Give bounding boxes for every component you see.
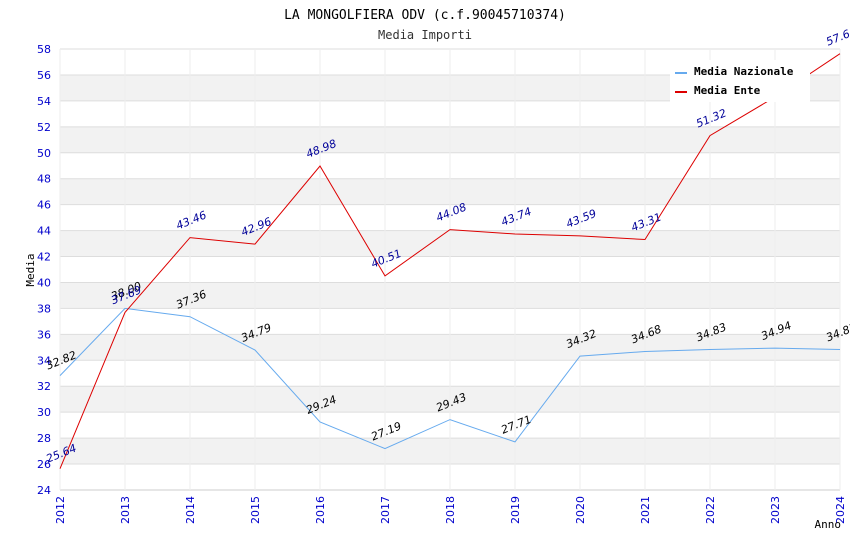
y-tick-label: 44 (37, 225, 51, 238)
data-label: 34.83 (824, 320, 850, 344)
y-tick-label: 32 (37, 380, 51, 393)
y-tick-label: 40 (37, 276, 51, 289)
x-tick-label: 2021 (639, 496, 652, 524)
data-label: 43.46 (174, 209, 208, 233)
y-tick-label: 36 (37, 328, 51, 341)
x-tick-label: 2012 (54, 496, 67, 524)
y-tick-label: 28 (37, 432, 51, 445)
y-tick-label: 38 (37, 302, 51, 315)
y-tick-label: 34 (37, 354, 51, 367)
y-tick-label: 50 (37, 147, 51, 160)
y-tick-label: 30 (37, 406, 51, 419)
x-tick-label: 2020 (574, 496, 587, 524)
x-tick-label: 2018 (444, 496, 457, 524)
x-tick-label: 2016 (314, 496, 327, 524)
y-axis-label: Media (24, 253, 37, 286)
x-tick-label: 2015 (249, 496, 262, 524)
x-tick-label: 2014 (184, 496, 197, 524)
data-label: 27.71 (499, 413, 533, 437)
series-line-0 (59, 307, 841, 450)
x-tick-label: 2024 (834, 496, 847, 524)
x-axis-label: Anno (815, 518, 842, 531)
chart-subtitle: Media Importi (378, 28, 472, 42)
data-label: 43.74 (499, 205, 533, 229)
y-tick-label: 54 (37, 95, 51, 108)
y-tick-label: 24 (37, 484, 51, 497)
x-axis-ticks: 2012 2013 2014 2015 2016 2017 2018 2019 2020 2021… (54, 496, 847, 524)
legend-label-media-nazionale: Media Nazionale (694, 65, 794, 78)
series-lines (59, 53, 841, 469)
legend-label-media-ente: Media Ente (694, 84, 761, 97)
x-tick-label: 2023 (769, 496, 782, 524)
y-tick-label: 58 (37, 43, 51, 56)
x-tick-label: 2017 (379, 496, 392, 524)
y-axis-ticks: 24 26 28 30 32 34 36 38 40 42 44 46 48 50 52 54 56 58 (37, 43, 51, 497)
series-line-1 (59, 53, 841, 469)
y-tick-label: 52 (37, 121, 51, 134)
data-label: 57.64 (824, 25, 850, 49)
x-tick-label: 2022 (704, 496, 717, 524)
y-tick-label: 26 (37, 458, 51, 471)
y-tick-label: 46 (37, 199, 51, 212)
x-tick-label: 2019 (509, 496, 522, 524)
chart-title: LA MONGOLFIERA ODV (c.f.90045710374) (284, 8, 566, 23)
x-tick-label: 2013 (119, 496, 132, 524)
data-label: 43.59 (564, 207, 598, 231)
legend-box (670, 60, 810, 102)
legend: Media Nazionale Media Ente (670, 60, 810, 102)
y-tick-label: 42 (37, 251, 51, 264)
y-tick-label: 56 (37, 69, 51, 82)
y-tick-label: 48 (37, 173, 51, 186)
